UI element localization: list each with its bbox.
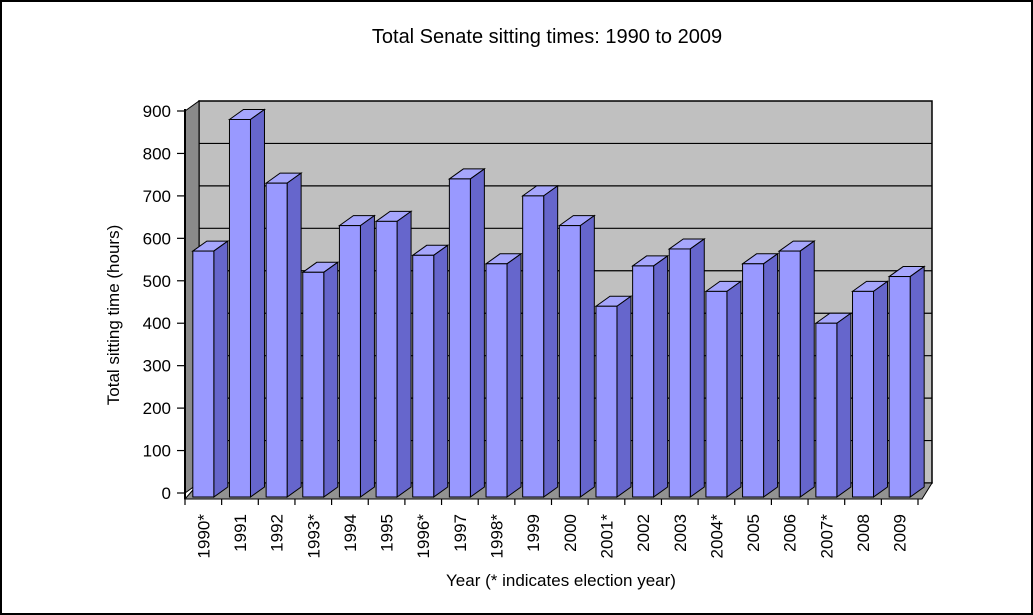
- x-category-label-2004*: 2004*: [707, 514, 726, 559]
- x-category-label-2009: 2009: [891, 514, 910, 552]
- y-tick-label-900: 900: [143, 102, 171, 121]
- y-tick-label-800: 800: [143, 144, 171, 163]
- y-tick-label-0: 0: [162, 484, 171, 503]
- bar-1996*: [412, 254, 435, 498]
- bar-1992: [265, 182, 288, 498]
- x-category-label-2008: 2008: [854, 514, 873, 552]
- x-category-label-1997: 1997: [451, 514, 470, 552]
- bar-side-2000: [579, 214, 595, 498]
- x-category-label-1998*: 1998*: [488, 514, 507, 559]
- bar-side-2001*: [616, 295, 632, 498]
- y-tick-label-400: 400: [143, 314, 171, 333]
- x-category-label-2002: 2002: [634, 514, 653, 552]
- bar-2002: [632, 265, 655, 498]
- bar-side-1998*: [506, 252, 522, 498]
- bar-side-2007*: [836, 312, 852, 498]
- bar-2009: [888, 276, 911, 498]
- bar-1995: [375, 220, 398, 498]
- y-tick-label-200: 200: [143, 399, 171, 418]
- y-tick-label-500: 500: [143, 272, 171, 291]
- bar-1998*: [485, 263, 508, 498]
- x-category-label-2006: 2006: [781, 514, 800, 552]
- x-category-label-1995: 1995: [378, 514, 397, 552]
- x-category-label-2005: 2005: [744, 514, 763, 552]
- x-category-label-2007*: 2007*: [817, 514, 836, 559]
- x-category-label-1990*: 1990*: [194, 514, 213, 559]
- bar-side-2004*: [726, 280, 742, 498]
- bar-side-1997: [469, 167, 485, 498]
- bar-side-2006: [799, 240, 815, 498]
- bar-side-2003: [689, 237, 705, 498]
- bar-side-2009: [909, 265, 925, 498]
- bar-2001*: [595, 305, 618, 498]
- x-axis-title: Year (* indicates election year): [446, 571, 676, 590]
- bar-side-1996*: [433, 244, 449, 498]
- bar-1997: [448, 178, 471, 498]
- bar-side-1993*: [323, 261, 339, 498]
- bar-side-1994: [359, 214, 375, 498]
- bar-2004*: [705, 290, 728, 498]
- bar-1990*: [192, 250, 215, 498]
- x-category-label-1996*: 1996*: [414, 514, 433, 559]
- bar-side-2005: [763, 252, 779, 498]
- bar-side-1990*: [213, 240, 229, 498]
- y-tick-label-600: 600: [143, 229, 171, 248]
- bar-2006: [778, 250, 801, 498]
- bar-1994: [338, 225, 361, 498]
- bar-side-1999: [543, 184, 559, 498]
- bar-1999: [522, 195, 545, 498]
- bar-2005: [742, 263, 765, 498]
- bar-side-2002: [653, 254, 669, 498]
- bar-2008: [852, 290, 875, 498]
- x-category-label-2003: 2003: [671, 514, 690, 552]
- x-category-label-1992: 1992: [268, 514, 287, 552]
- bar-2003: [668, 248, 691, 498]
- y-tick-label-700: 700: [143, 187, 171, 206]
- bar-1993*: [302, 271, 325, 498]
- x-category-label-2001*: 2001*: [597, 514, 616, 559]
- y-tick-label-100: 100: [143, 442, 171, 461]
- x-category-label-2000: 2000: [561, 514, 580, 552]
- x-category-label-1994: 1994: [341, 514, 360, 552]
- x-category-label-1991: 1991: [231, 514, 250, 552]
- x-category-label-1993*: 1993*: [304, 514, 323, 559]
- bar-1991: [228, 118, 251, 498]
- bar-side-2008: [873, 280, 889, 498]
- x-category-label-1999: 1999: [524, 514, 543, 552]
- bar-side-1995: [396, 210, 412, 498]
- y-tick-label-300: 300: [143, 357, 171, 376]
- chart-title: Total Senate sitting times: 1990 to 2009: [371, 26, 723, 48]
- bar-side-1991: [249, 108, 265, 498]
- bar-side-1992: [286, 172, 302, 498]
- bar-2007*: [815, 322, 838, 498]
- bar-2000: [558, 225, 581, 498]
